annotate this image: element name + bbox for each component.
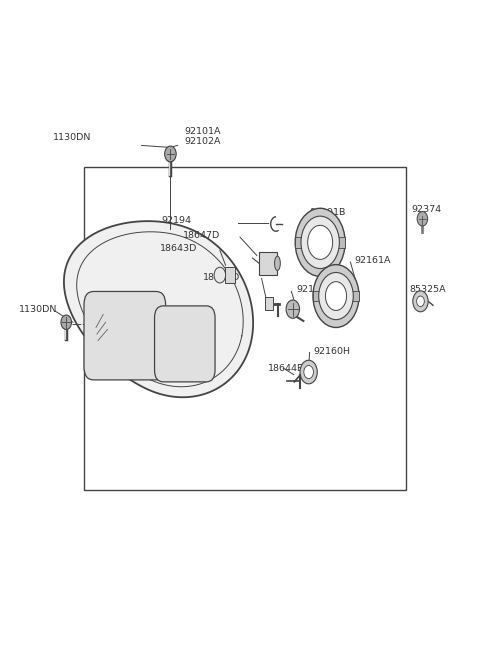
- Bar: [337, 237, 345, 248]
- Text: 92195C: 92195C: [296, 285, 333, 294]
- Circle shape: [166, 149, 175, 162]
- Text: 85325A: 85325A: [409, 285, 445, 294]
- Bar: [265, 297, 273, 310]
- Text: 1130DN: 1130DN: [19, 305, 58, 314]
- Text: 18647D: 18647D: [203, 272, 240, 282]
- Bar: [313, 291, 320, 301]
- Circle shape: [413, 291, 428, 312]
- Circle shape: [165, 146, 176, 162]
- Circle shape: [313, 265, 359, 328]
- Text: 92374: 92374: [411, 205, 442, 214]
- FancyBboxPatch shape: [155, 306, 215, 382]
- Circle shape: [304, 365, 313, 379]
- Circle shape: [286, 300, 300, 318]
- Bar: [259, 252, 277, 275]
- Text: 92101A: 92101A: [185, 126, 221, 136]
- Text: 92102A: 92102A: [185, 137, 221, 146]
- Text: 92160H: 92160H: [313, 346, 350, 356]
- Text: 92161A: 92161A: [354, 255, 391, 265]
- Text: 18647D: 18647D: [182, 231, 220, 240]
- Text: 92194: 92194: [161, 216, 191, 225]
- Circle shape: [301, 216, 339, 269]
- Circle shape: [61, 315, 72, 329]
- Bar: [352, 291, 359, 301]
- Bar: [84, 167, 406, 490]
- Circle shape: [308, 225, 333, 259]
- Text: 92191B: 92191B: [310, 208, 346, 217]
- Bar: [295, 237, 303, 248]
- Circle shape: [319, 272, 353, 320]
- Circle shape: [325, 282, 347, 310]
- Text: 18644E: 18644E: [268, 364, 304, 373]
- Circle shape: [417, 296, 424, 307]
- Circle shape: [214, 267, 226, 283]
- Circle shape: [295, 208, 345, 276]
- Circle shape: [417, 212, 428, 226]
- Polygon shape: [64, 221, 253, 397]
- FancyBboxPatch shape: [84, 291, 166, 380]
- Text: 1130DN: 1130DN: [53, 133, 91, 142]
- Bar: [225, 267, 235, 283]
- Ellipse shape: [275, 256, 280, 271]
- Circle shape: [300, 360, 317, 384]
- Text: 18643D: 18643D: [160, 244, 198, 253]
